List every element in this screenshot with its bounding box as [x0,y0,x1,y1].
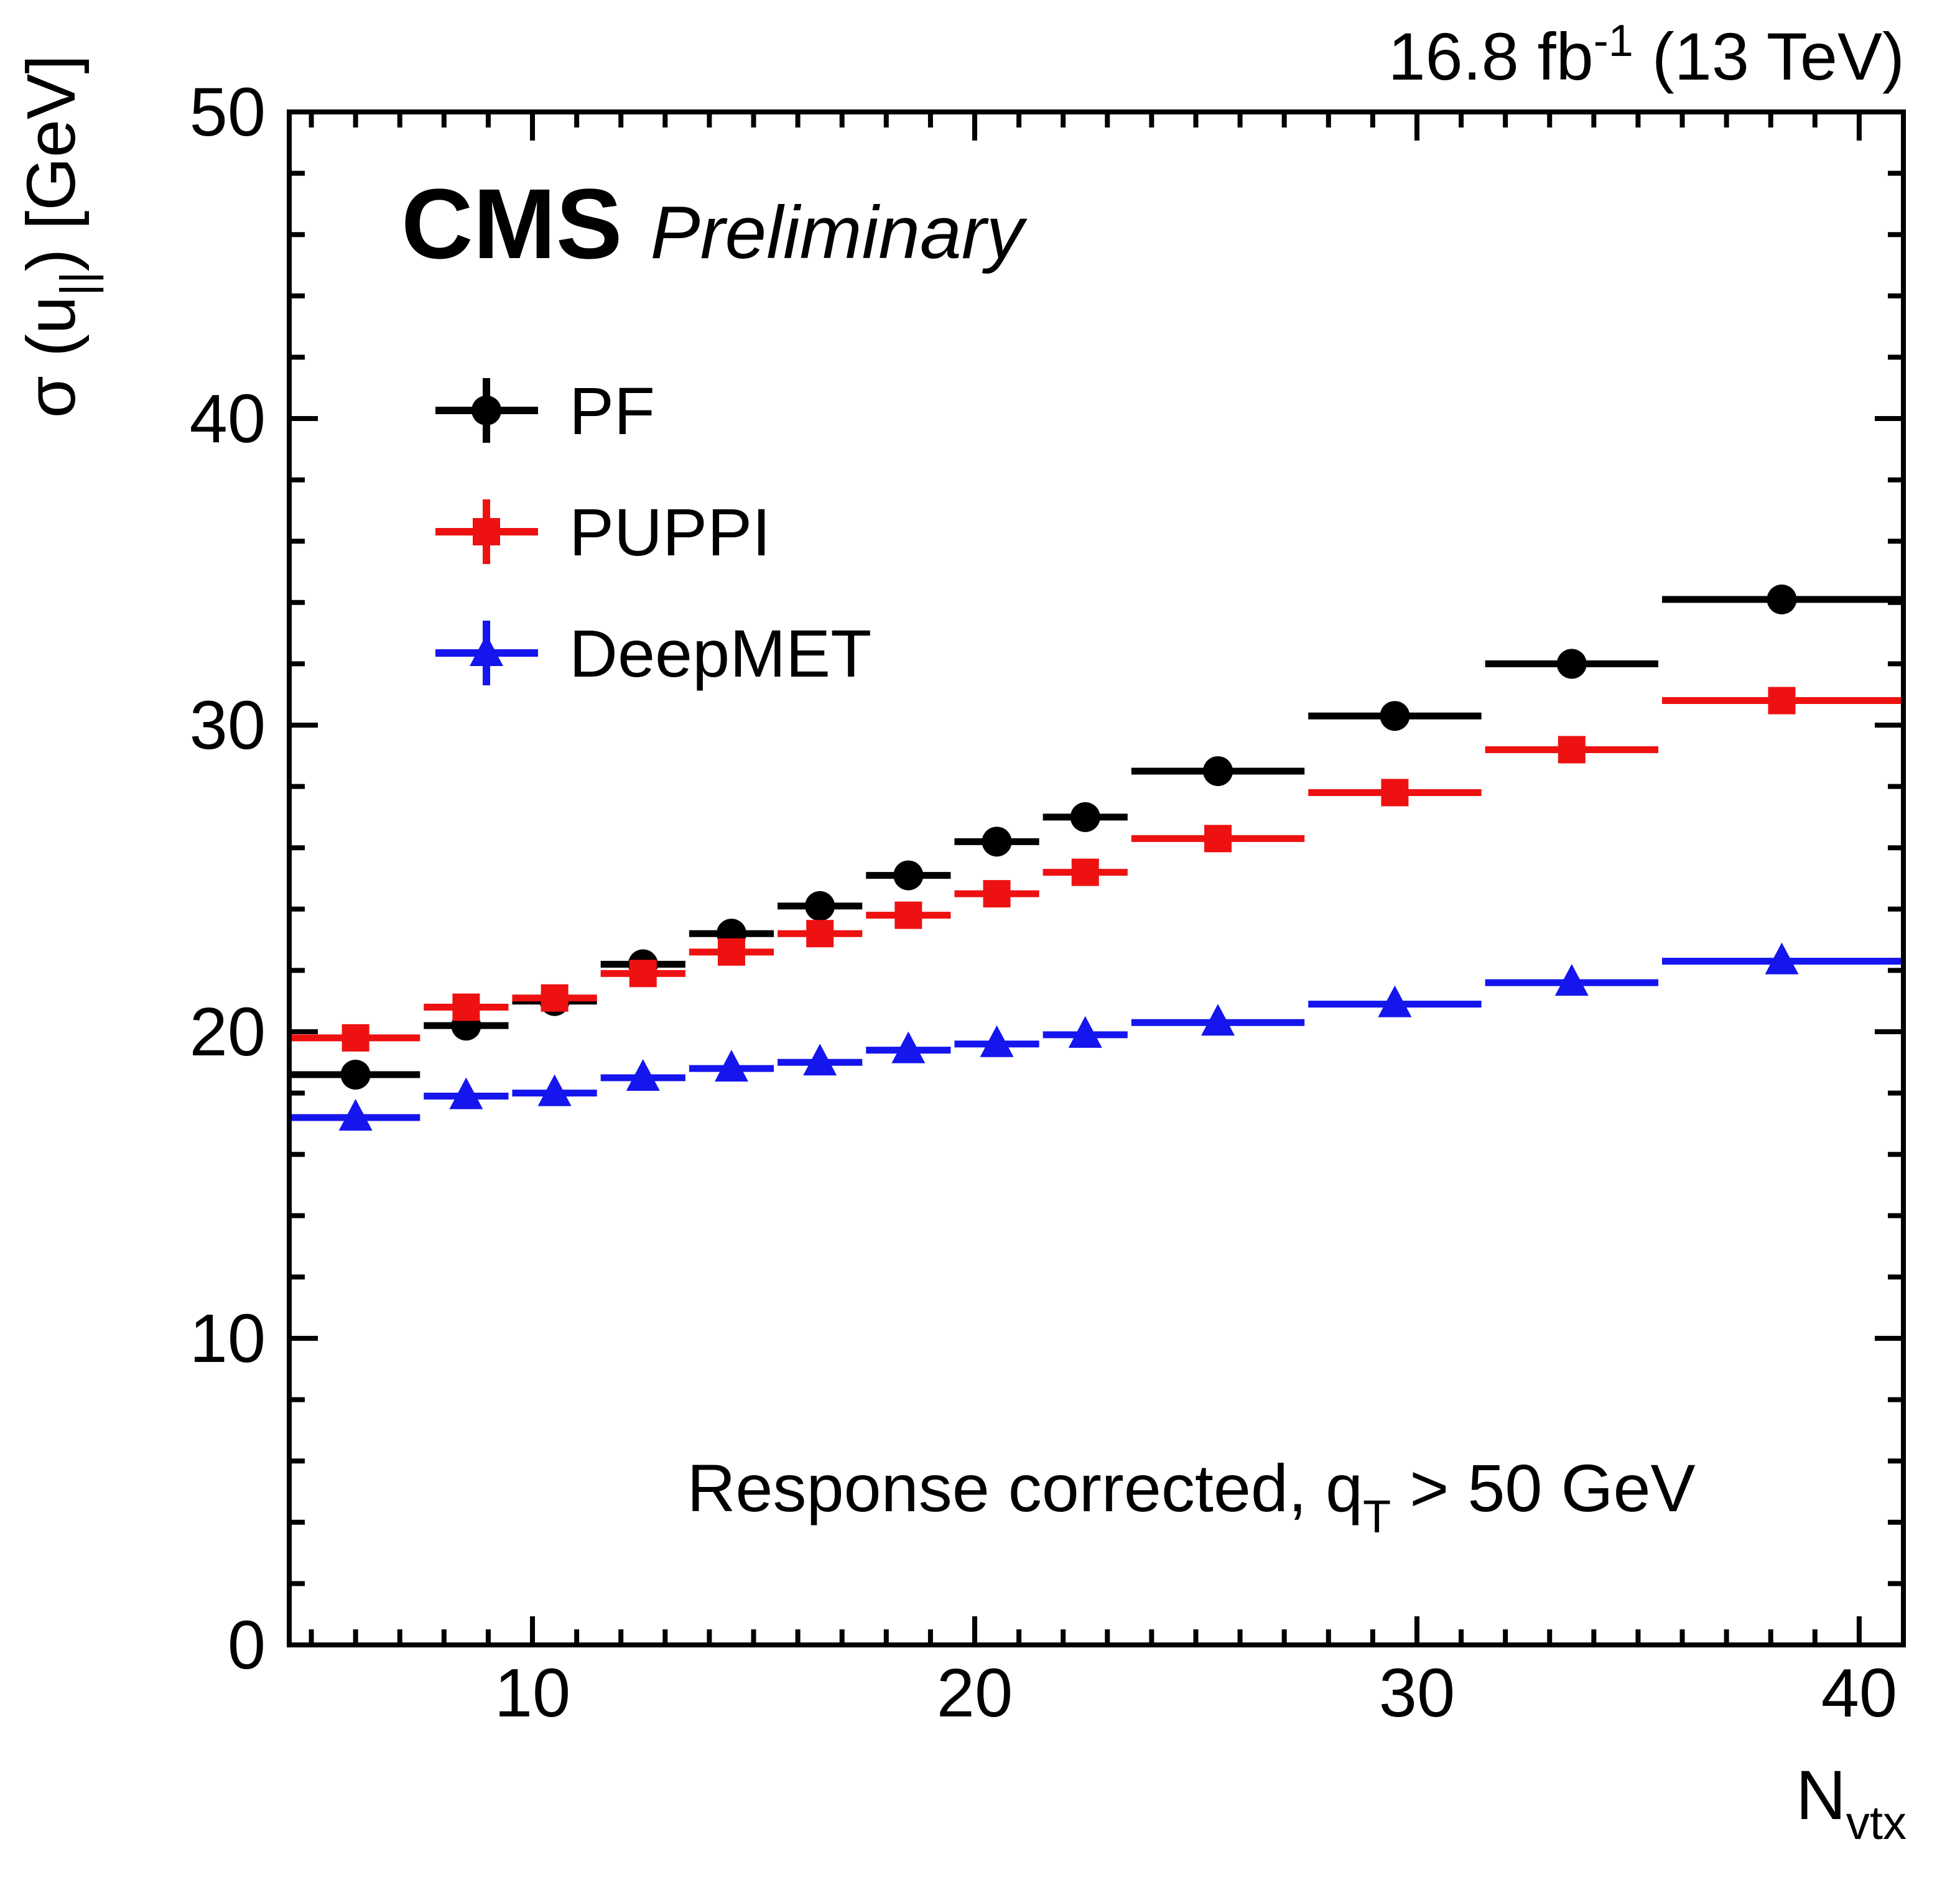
marker-circle [1767,584,1797,614]
marker-triangle [470,634,503,666]
y-tick-label: 0 [228,1607,266,1683]
marker-triangle [891,1031,926,1063]
axis-ticks [289,112,1903,1645]
marker-square [1381,779,1409,807]
plot-frame [287,109,1906,1647]
legend-label: PF [569,373,655,448]
marker-circle [982,827,1012,857]
marker-triangle [1201,1004,1235,1036]
marker-circle [1070,802,1100,832]
marker-square [806,920,834,948]
legend-label: DeepMET [569,616,871,691]
marker-circle [893,860,924,891]
legend-entry-pf: PF [435,373,655,448]
marker-triangle [980,1025,1014,1057]
marker-square [341,1024,369,1052]
marker-triangle [1378,985,1412,1017]
marker-triangle [338,1099,373,1131]
y-tick-label: 10 [190,1300,266,1377]
marker-triangle [1068,1016,1102,1048]
marker-circle [471,396,501,425]
legend-label: PUPPI [569,494,771,570]
marker-square [983,880,1011,908]
x-tick-label: 40 [1821,1655,1897,1731]
marker-triangle [449,1077,483,1109]
x-tick-label: 30 [1379,1655,1455,1731]
marker-triangle [1554,964,1589,996]
legend: PF PUPPI DeepMET [435,373,871,691]
marker-square [717,938,745,966]
marker-triangle [1765,942,1799,975]
data-series [291,584,1902,1131]
marker-triangle [626,1058,660,1091]
marker-square [894,901,922,929]
y-tick-label: 20 [190,994,266,1070]
legend-entry-deepmet: DeepMET [435,616,871,691]
legend-entry-puppi: PUPPI [435,494,771,570]
marker-square [473,518,500,545]
marker-square [541,984,569,1012]
x-tick-label: 10 [495,1655,570,1731]
y-axis-title: σ (u||) [GeV] [13,55,104,418]
marker-circle [805,891,835,921]
marker-square [1204,825,1232,853]
marker-square [452,993,480,1021]
marker-triangle [537,1074,572,1106]
marker-circle [1203,756,1233,786]
marker-triangle [803,1044,837,1076]
series-puppi [291,687,1902,1052]
lumi-energy-label: 16.8 fb-1 (13 TeV) [1388,16,1905,94]
axis-tick-labels: 10 20 30 40 0 10 20 30 40 50 [190,74,1897,1731]
marker-triangle [714,1050,748,1082]
marker-square [629,960,657,988]
y-tick-label: 40 [190,381,266,457]
y-tick-label: 30 [190,687,266,764]
y-tick-label: 50 [190,74,266,150]
series-deepmet [291,942,1902,1131]
marker-square [1071,858,1099,886]
series-pf [291,584,1902,1090]
x-tick-label: 20 [937,1655,1013,1731]
marker-circle [1556,649,1587,679]
selection-annotation: Response corrected, qT > 50 GeV [687,1450,1695,1542]
marker-square [1558,736,1586,764]
marker-circle [340,1060,371,1090]
marker-circle [1380,701,1410,731]
x-axis-title: Nvtx [1796,1756,1907,1850]
marker-square [1768,687,1796,715]
cms-preliminary-label: CMS Preliminary [401,168,1028,279]
